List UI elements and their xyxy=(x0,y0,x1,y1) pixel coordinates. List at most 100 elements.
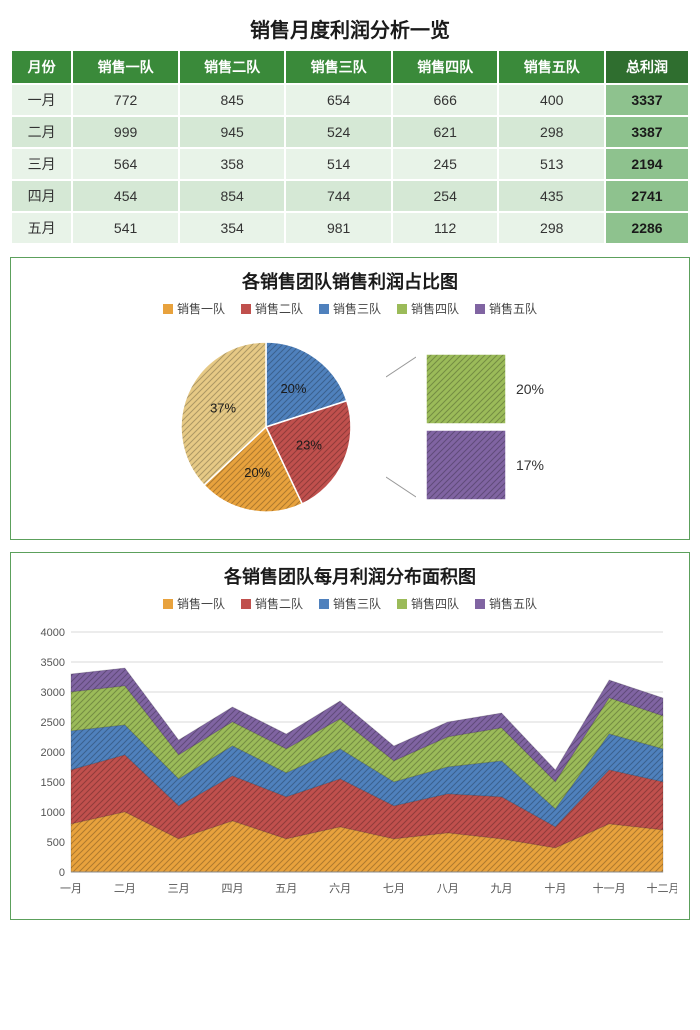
table-cell: 666 xyxy=(392,84,499,116)
x-tick-label: 九月 xyxy=(491,882,513,895)
table-cell: 二月 xyxy=(11,116,72,148)
table-row: 三月5643585142455132194 xyxy=(11,148,689,180)
table-cell: 2194 xyxy=(605,148,689,180)
legend-item: 销售四队 xyxy=(397,595,459,612)
table-cell: 一月 xyxy=(11,84,72,116)
table-row: 一月7728456546664003337 xyxy=(11,84,689,116)
x-tick-label: 六月 xyxy=(329,882,351,895)
legend-label: 销售二队 xyxy=(255,595,303,612)
table-cell: 3337 xyxy=(605,84,689,116)
y-tick-label: 4000 xyxy=(41,627,65,639)
legend-item: 销售一队 xyxy=(163,595,225,612)
legend-swatch xyxy=(163,304,173,314)
table-cell: 3387 xyxy=(605,116,689,148)
table-cell: 744 xyxy=(285,180,392,212)
table-row: 五月5413549811122982286 xyxy=(11,212,689,244)
pie-chart-panel: 各销售团队销售利润占比图 销售一队 销售二队 销售三队 销售四队 销售五队 20% 23%… xyxy=(10,257,690,540)
pie-chart: 20% 23% 20% 37% xyxy=(156,327,376,527)
legend-swatch xyxy=(397,599,407,609)
side-bar-label: 17% xyxy=(516,457,544,473)
side-bar-label: 20% xyxy=(516,381,544,397)
x-tick-label: 八月 xyxy=(437,883,459,895)
legend-label: 销售四队 xyxy=(411,300,459,317)
x-tick-label: 三月 xyxy=(168,883,190,895)
x-tick-label: 四月 xyxy=(221,883,243,895)
legend-swatch xyxy=(397,304,407,314)
y-tick-label: 1000 xyxy=(41,807,65,819)
x-tick-label: 二月 xyxy=(114,883,136,895)
legend-swatch xyxy=(475,304,485,314)
legend-label: 销售二队 xyxy=(255,300,303,317)
legend-item: 销售三队 xyxy=(319,300,381,317)
table-header: 销售三队 xyxy=(285,50,392,84)
y-tick-label: 3500 xyxy=(41,657,65,669)
legend-item: 销售二队 xyxy=(241,300,303,317)
pie-slice-label: 20% xyxy=(280,381,306,396)
legend-label: 销售三队 xyxy=(333,300,381,317)
table-cell: 514 xyxy=(285,148,392,180)
legend-label: 销售五队 xyxy=(489,595,537,612)
pie-connector xyxy=(386,347,416,507)
pie-side-bar: 20% xyxy=(426,354,544,424)
x-tick-label: 五月 xyxy=(275,883,297,895)
profit-table: 月份销售一队销售二队销售三队销售四队销售五队总利润 一月772845654666… xyxy=(10,49,690,245)
table-header: 销售二队 xyxy=(179,50,286,84)
legend-swatch xyxy=(241,599,251,609)
table-cell: 298 xyxy=(498,116,605,148)
y-tick-label: 0 xyxy=(59,867,65,879)
legend-item: 销售五队 xyxy=(475,300,537,317)
x-tick-label: 十月 xyxy=(544,881,566,895)
legend-item: 销售二队 xyxy=(241,595,303,612)
area-chart-title: 各销售团队每月利润分布面积图 xyxy=(23,563,677,589)
table-cell: 2286 xyxy=(605,212,689,244)
table-cell: 298 xyxy=(498,212,605,244)
legend-label: 销售五队 xyxy=(489,300,537,317)
table-cell: 524 xyxy=(285,116,392,148)
legend-swatch xyxy=(319,599,329,609)
y-tick-label: 3000 xyxy=(41,687,65,699)
table-cell: 981 xyxy=(285,212,392,244)
x-tick-label: 十二月 xyxy=(647,881,678,895)
table-row: 四月4548547442544352741 xyxy=(11,180,689,212)
table-cell: 854 xyxy=(179,180,286,212)
legend-label: 销售四队 xyxy=(411,595,459,612)
table-cell: 621 xyxy=(392,116,499,148)
x-tick-label: 七月 xyxy=(383,882,405,895)
pie-slice-label: 37% xyxy=(210,400,236,415)
y-tick-label: 2500 xyxy=(41,717,65,729)
legend-item: 销售三队 xyxy=(319,595,381,612)
table-cell: 2741 xyxy=(605,180,689,212)
table-cell: 772 xyxy=(72,84,179,116)
legend-item: 销售一队 xyxy=(163,300,225,317)
area-legend: 销售一队 销售二队 销售三队 销售四队 销售五队 xyxy=(23,595,677,612)
table-cell: 454 xyxy=(72,180,179,212)
legend-item: 销售五队 xyxy=(475,595,537,612)
pie-chart-title: 各销售团队销售利润占比图 xyxy=(23,268,677,294)
table-cell: 254 xyxy=(392,180,499,212)
legend-label: 销售一队 xyxy=(177,595,225,612)
table-row: 二月9999455246212983387 xyxy=(11,116,689,148)
x-tick-label: 十一月 xyxy=(593,881,626,895)
legend-label: 销售三队 xyxy=(333,595,381,612)
y-tick-label: 500 xyxy=(47,837,65,849)
table-header: 销售一队 xyxy=(72,50,179,84)
pie-slice-label: 23% xyxy=(296,438,322,453)
table-cell: 358 xyxy=(179,148,286,180)
table-cell: 654 xyxy=(285,84,392,116)
table-cell: 400 xyxy=(498,84,605,116)
legend-item: 销售四队 xyxy=(397,300,459,317)
table-header: 月份 xyxy=(11,50,72,84)
table-cell: 513 xyxy=(498,148,605,180)
table-cell: 354 xyxy=(179,212,286,244)
legend-swatch xyxy=(241,304,251,314)
table-header: 销售四队 xyxy=(392,50,499,84)
x-tick-label: 一月 xyxy=(60,883,82,895)
legend-swatch xyxy=(163,599,173,609)
table-cell: 五月 xyxy=(11,212,72,244)
pie-legend: 销售一队 销售二队 销售三队 销售四队 销售五队 xyxy=(23,300,677,317)
y-tick-label: 2000 xyxy=(41,747,65,759)
table-cell: 541 xyxy=(72,212,179,244)
pie-side-bar: 17% xyxy=(426,430,544,500)
legend-label: 销售一队 xyxy=(177,300,225,317)
pie-slice-label: 20% xyxy=(244,465,270,480)
